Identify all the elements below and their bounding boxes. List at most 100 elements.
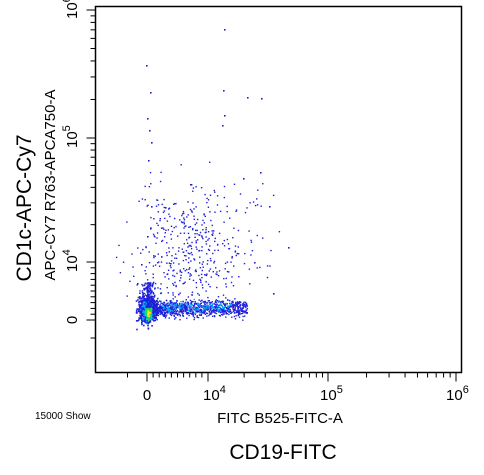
event-dot <box>233 312 236 314</box>
event-dot <box>171 230 174 233</box>
event-dot <box>164 314 166 316</box>
event-dot <box>187 296 189 298</box>
event-dot <box>146 318 149 320</box>
event-dot <box>146 282 148 284</box>
event-dot <box>248 230 250 232</box>
event-dot <box>235 301 237 303</box>
event-dot <box>217 249 219 251</box>
event-dot <box>166 273 168 276</box>
event-dot <box>152 293 155 295</box>
event-dot <box>203 213 205 215</box>
event-dot <box>214 309 216 311</box>
event-dot <box>215 267 217 269</box>
event-dot <box>153 306 155 308</box>
event-dot <box>131 253 133 255</box>
event-dot <box>208 306 210 309</box>
event-dot <box>187 201 189 203</box>
event-dot <box>203 310 205 312</box>
event-dot <box>192 228 194 230</box>
event-dot <box>172 305 174 307</box>
event-dot <box>195 270 197 273</box>
event-dot <box>145 273 147 275</box>
event-dot <box>179 271 181 273</box>
event-dot <box>252 201 255 203</box>
event-dot <box>223 239 225 242</box>
event-dot <box>209 268 212 270</box>
event-dot <box>197 302 199 304</box>
event-dot <box>175 257 178 259</box>
event-dot <box>197 292 199 295</box>
event-dot <box>191 211 193 213</box>
event-dot <box>142 307 145 310</box>
event-dot <box>174 257 176 259</box>
outlier-dot <box>222 125 224 127</box>
event-dot <box>168 208 170 210</box>
event-dot <box>141 297 144 299</box>
event-dot <box>175 308 177 311</box>
event-dot <box>146 285 149 287</box>
event-dot <box>168 213 170 215</box>
event-dot <box>141 319 143 322</box>
event-dot <box>245 302 248 305</box>
event-dot <box>163 312 166 315</box>
event-dot <box>175 313 177 315</box>
event-dot <box>206 307 208 309</box>
event-dot <box>234 302 237 305</box>
event-dot <box>219 306 221 309</box>
event-dot <box>176 306 178 308</box>
event-dot <box>225 297 227 299</box>
event-dot <box>206 201 208 204</box>
event-dot <box>243 304 246 306</box>
event-dot <box>223 313 225 315</box>
event-dot <box>245 309 247 311</box>
event-dot <box>182 259 185 262</box>
event-dot <box>140 305 142 307</box>
event-dot <box>178 293 180 296</box>
event-dot <box>163 308 165 310</box>
event-dot <box>194 306 196 309</box>
event-dot <box>190 274 192 276</box>
event-dot <box>172 247 174 249</box>
outlier-dot <box>224 29 226 31</box>
event-dot <box>228 307 231 309</box>
event-dot <box>206 197 208 200</box>
event-dot <box>238 301 241 303</box>
event-dot <box>213 230 215 232</box>
event-dot <box>148 251 150 253</box>
event-dot <box>151 313 154 316</box>
event-dot <box>150 289 152 292</box>
event-dot <box>244 252 246 255</box>
event-dot <box>143 299 145 302</box>
event-dot <box>159 288 162 290</box>
event-dot <box>200 308 202 311</box>
event-dot <box>233 183 236 185</box>
event-dot <box>221 305 223 307</box>
event-dot <box>202 237 204 240</box>
event-dot <box>272 194 275 197</box>
event-dot <box>237 303 239 305</box>
event-dot <box>148 295 150 297</box>
event-dot <box>246 312 248 315</box>
event-dot <box>260 205 262 207</box>
event-dot <box>171 304 173 306</box>
event-dot <box>147 314 150 317</box>
event-dot <box>198 294 200 296</box>
event-dot <box>186 239 188 241</box>
event-dot <box>194 309 197 312</box>
event-dot <box>193 259 196 261</box>
event-dot <box>216 310 218 312</box>
event-dot <box>192 187 195 189</box>
y-tick-label-10e6: 106 <box>61 0 81 19</box>
event-dot <box>216 303 218 306</box>
outlier-dot <box>261 98 263 100</box>
event-dot <box>213 262 215 264</box>
event-dot <box>143 287 146 290</box>
outlier-dot <box>151 142 153 144</box>
event-dot <box>185 309 188 311</box>
event-dot <box>215 309 218 311</box>
event-dot <box>148 262 151 264</box>
event-dot <box>209 307 211 309</box>
event-dot <box>142 313 144 316</box>
event-dot <box>180 306 182 308</box>
event-dot <box>222 303 225 305</box>
